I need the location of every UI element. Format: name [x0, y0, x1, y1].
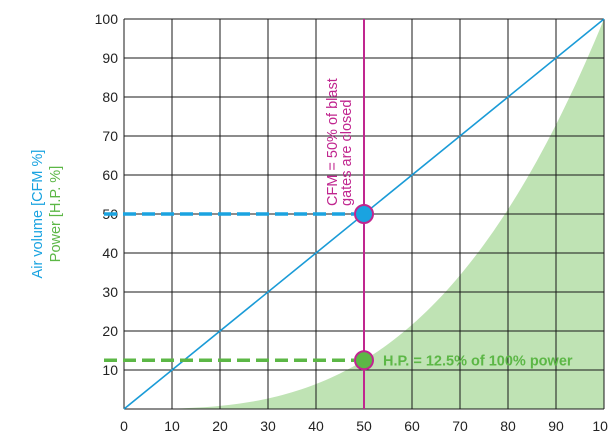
points — [354, 204, 374, 371]
y-axis-label-text: Air volume [CFM %] Power [H.P. %] — [30, 150, 64, 279]
x-tick-label: 100 — [592, 418, 608, 434]
y-axis-label-line: Power [H.P. %] — [48, 166, 64, 262]
x-tick-label: 70 — [452, 418, 468, 434]
guide-lines — [104, 212, 354, 362]
annotation-power: H.P. = 12.5% of 100% power — [383, 353, 573, 369]
y-axis-label: Air volume [CFM %] Power [H.P. %] — [30, 150, 64, 279]
x-tick-label: 10 — [164, 418, 180, 434]
y-tick-label: 80 — [102, 89, 118, 105]
y-tick-label: 10 — [102, 362, 118, 378]
x-tick-labels: 0 10 20 30 40 50 60 70 80 90 100 — [120, 418, 608, 434]
power-curve-area — [124, 19, 604, 409]
y-axis-label-line: Air volume [CFM %] — [30, 150, 46, 279]
y-tick-label: 60 — [102, 167, 118, 183]
annotation-blast-gates: CFM = 50% of blastgates are closed — [325, 78, 355, 206]
annotation-line: gates are closed — [339, 100, 355, 206]
annotations: CFM = 50% of blastgates are closed H.P. =… — [325, 78, 573, 369]
x-tick-label: 80 — [500, 418, 516, 434]
x-tick-label: 0 — [120, 418, 128, 434]
x-tick-label: 90 — [548, 418, 564, 434]
y-tick-label: 30 — [102, 284, 118, 300]
x-tick-label: 20 — [212, 418, 228, 434]
y-tick-label: 100 — [95, 11, 119, 27]
x-tick-label: 40 — [308, 418, 324, 434]
data-point — [354, 204, 374, 224]
y-tick-label: 90 — [102, 50, 118, 66]
y-tick-label: 40 — [102, 245, 118, 261]
x-tick-label: 30 — [260, 418, 276, 434]
y-tick-label: 70 — [102, 128, 118, 144]
x-tick-label: 60 — [404, 418, 420, 434]
annotation-line: CFM = 50% of blast — [325, 78, 341, 206]
data-point — [354, 350, 374, 371]
power-area — [124, 19, 604, 409]
x-tick-label: 50 — [356, 418, 372, 434]
y-tick-label: 20 — [102, 323, 118, 339]
